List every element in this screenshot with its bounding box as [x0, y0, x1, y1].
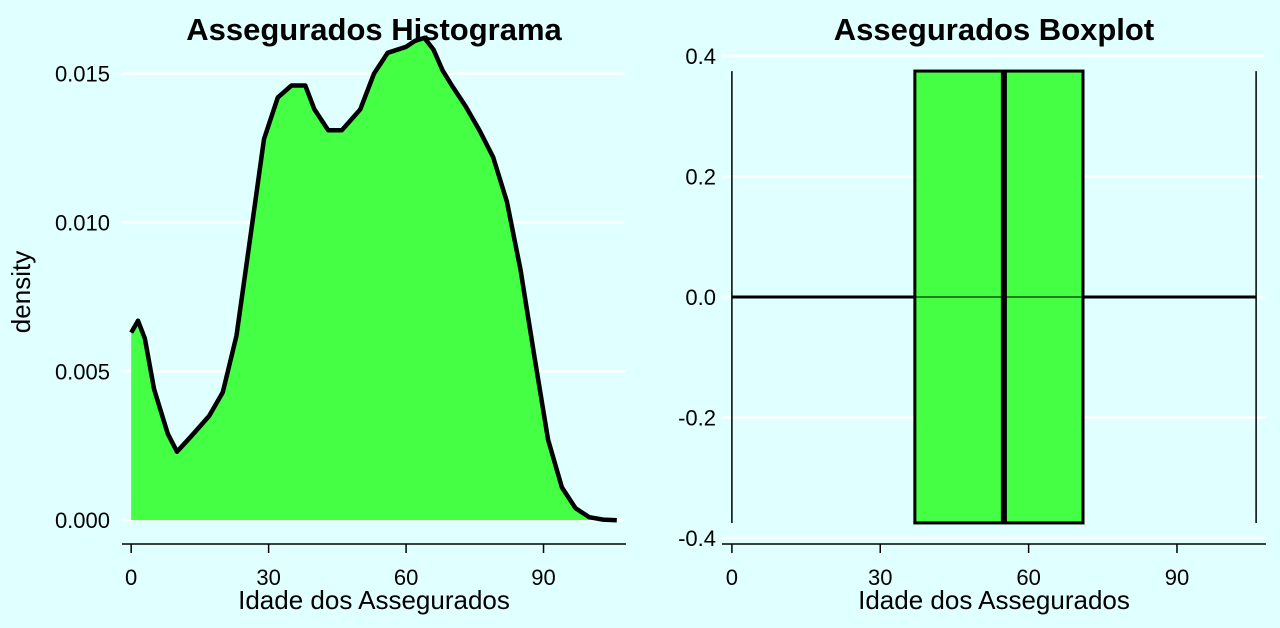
density-line [129, 35, 617, 523]
boxplot-x-tick-label: 90 [1165, 565, 1189, 590]
boxplot-y-tick-label: 0.4 [685, 44, 716, 69]
histogram-x-label: Idade dos Assegurados [238, 585, 510, 615]
histogram-y-label: density [6, 251, 36, 333]
histogram-y-tick-label: 0.010 [55, 210, 110, 235]
boxplot-title: Assegurados Boxplot [834, 12, 1154, 47]
histogram-y-tick-label: 0.000 [55, 508, 110, 533]
boxplot-y-tick-label: 0.2 [685, 165, 716, 190]
histogram-y-tick-label: 0.005 [55, 359, 110, 384]
boxplot-x-label: Idade dos Assegurados [858, 585, 1130, 615]
histogram-y-tick-label: 0.015 [55, 62, 110, 87]
histogram-panel: Assegurados Histograma 0.000 0.005 0.010 0.0… [6, 12, 626, 615]
boxplot-x-tick-label: 60 [1016, 565, 1040, 590]
histogram-title: Assegurados Histograma [186, 12, 562, 47]
histogram-x-tick-label: 60 [394, 565, 418, 590]
boxplot-panel: Assegurados Boxplot -0.4 -0.2 0.0 0.2 0.4 0 30 6… [678, 12, 1266, 615]
boxplot-y-tick-label: 0.0 [685, 285, 716, 310]
boxplot-y-tick-label: -0.2 [678, 406, 716, 431]
boxplot-x-tick-label: 0 [726, 565, 738, 590]
histogram-x-tick-label: 90 [531, 565, 555, 590]
boxplot-y-tick-label: -0.4 [678, 526, 716, 551]
boxplot-x-tick-label: 30 [868, 565, 892, 590]
density-area [131, 37, 617, 521]
histogram-x-tick-label: 30 [256, 565, 280, 590]
histogram-x-tick-label: 0 [125, 565, 137, 590]
